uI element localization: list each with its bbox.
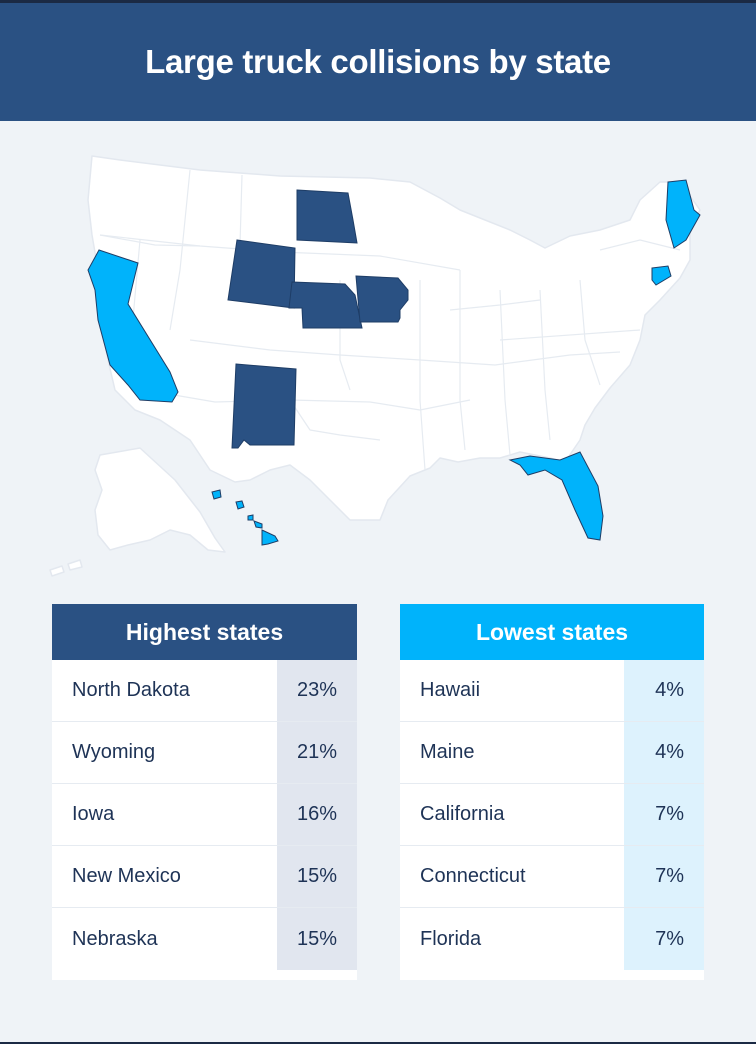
- table-row: North Dakota 23%: [52, 660, 357, 722]
- state-name: Iowa: [72, 803, 115, 825]
- table-row: Iowa 16%: [52, 784, 357, 846]
- state-value: 21%: [277, 722, 357, 783]
- table-row: Florida 7%: [400, 908, 704, 980]
- state-value: 7%: [624, 784, 704, 845]
- state-value: 16%: [277, 784, 357, 845]
- highest-states-header: Highest states: [52, 604, 357, 660]
- state-iowa: [355, 275, 409, 323]
- bottom-border: [0, 1042, 756, 1044]
- us-mainland-shape: [87, 155, 701, 521]
- state-value: 4%: [624, 722, 704, 783]
- state-california: [87, 249, 179, 403]
- state-maine: [665, 179, 701, 249]
- header-banner: Large truck collisions by state: [0, 3, 756, 121]
- lowest-states-table: Lowest states Hawaii 4% Maine 4% Califor…: [400, 604, 704, 980]
- state-name: Hawaii: [420, 679, 481, 701]
- state-name: North Dakota: [72, 679, 190, 701]
- table-row: Connecticut 7%: [400, 846, 704, 908]
- state-wyoming: [227, 239, 296, 309]
- table-row: Nebraska 15%: [52, 908, 357, 980]
- table-row: Wyoming 21%: [52, 722, 357, 784]
- state-name: New Mexico: [72, 865, 181, 887]
- state-name: California: [420, 803, 505, 825]
- table-row: Hawaii 4%: [400, 660, 704, 722]
- state-name: Nebraska: [72, 927, 158, 950]
- state-new-mexico: [231, 363, 297, 449]
- table-row: New Mexico 15%: [52, 846, 357, 908]
- state-value: 15%: [277, 908, 357, 970]
- top-border: [0, 0, 756, 3]
- lowest-states-header: Lowest states: [400, 604, 704, 660]
- state-hawaii: [211, 489, 279, 546]
- alaska-shape: [94, 447, 226, 553]
- state-name: Wyoming: [72, 741, 156, 763]
- highest-states-table: Highest states North Dakota 23% Wyoming …: [52, 604, 357, 980]
- state-name: Maine: [420, 741, 475, 763]
- state-value: 15%: [277, 846, 357, 907]
- state-name: Florida: [420, 927, 482, 950]
- table-row: Maine 4%: [400, 722, 704, 784]
- state-value: 7%: [624, 846, 704, 907]
- state-value: 7%: [624, 908, 704, 970]
- state-florida: [508, 451, 604, 541]
- page-title: Large truck collisions by state: [145, 43, 611, 80]
- state-nebraska: [288, 281, 363, 329]
- us-map: [49, 155, 701, 577]
- state-connecticut: [651, 265, 672, 286]
- state-name: Connecticut: [420, 865, 526, 887]
- state-value: 23%: [277, 660, 357, 721]
- state-north-dakota: [296, 189, 358, 244]
- state-value: 4%: [624, 660, 704, 721]
- table-row: California 7%: [400, 784, 704, 846]
